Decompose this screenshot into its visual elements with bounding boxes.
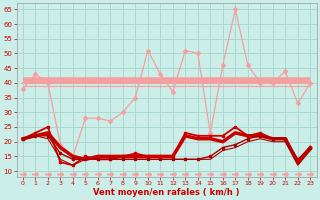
X-axis label: Vent moyen/en rafales ( km/h ): Vent moyen/en rafales ( km/h ) bbox=[93, 188, 240, 197]
